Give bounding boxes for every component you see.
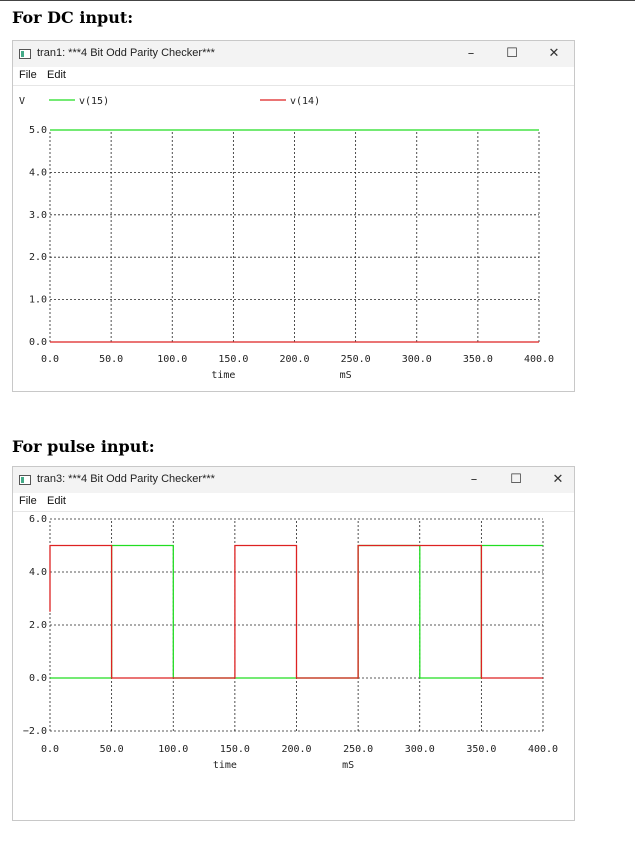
y-tick-label: 2.0: [29, 620, 47, 631]
plot-window-tran1: tran1: ***4 Bit Odd Parity Checker*** – …: [12, 40, 575, 392]
y-tick-label: 5.0: [29, 125, 47, 136]
x-tick-label: 300.0: [405, 744, 435, 755]
plot-window-tran3: tran3: ***4 Bit Odd Parity Checker*** – …: [12, 466, 575, 821]
y-tick-label: 4.0: [29, 167, 47, 178]
x-tick-label: 100.0: [158, 744, 188, 755]
menu-file[interactable]: File: [19, 495, 37, 507]
x-tick-label: 50.0: [99, 354, 123, 365]
y-tick-label: 6.0: [29, 514, 47, 525]
x-tick-label: 400.0: [524, 354, 554, 365]
title-bar[interactable]: tran3: ***4 Bit Odd Parity Checker*** – …: [13, 467, 574, 493]
legend-label: v(15): [79, 96, 109, 107]
x-tick-label: 400.0: [528, 744, 558, 755]
heading-pulse: For pulse input:: [12, 437, 155, 456]
y-axis-label: V: [19, 96, 25, 107]
x-axis-label: time: [213, 760, 237, 771]
y-tick-label: 2.0: [29, 252, 47, 263]
app-icon: [19, 475, 31, 485]
maximize-button[interactable]: ☐: [510, 472, 522, 487]
y-tick-label: 3.0: [29, 210, 47, 221]
top-rule: [0, 0, 635, 1]
menu-edit[interactable]: Edit: [47, 69, 66, 81]
x-tick-label: 250.0: [343, 744, 373, 755]
x-tick-label: 200.0: [279, 354, 309, 365]
menu-bar: File Edit: [13, 493, 574, 512]
maximize-button[interactable]: ☐: [506, 46, 518, 61]
x-tick-label: 300.0: [402, 354, 432, 365]
x-tick-label: 0.0: [41, 744, 59, 755]
x-tick-label: 50.0: [100, 744, 124, 755]
x-tick-label: 250.0: [341, 354, 371, 365]
x-tick-label: 350.0: [466, 744, 496, 755]
x-tick-label: 150.0: [220, 744, 250, 755]
minimize-button[interactable]: –: [470, 472, 478, 487]
window-title: tran1: ***4 Bit Odd Parity Checker***: [37, 47, 215, 59]
x-tick-label: 350.0: [463, 354, 493, 365]
series-line-v14: [49, 544, 543, 679]
y-tick-label: 0.0: [29, 337, 47, 348]
heading-dc: For DC input:: [12, 8, 134, 27]
title-bar[interactable]: tran1: ***4 Bit Odd Parity Checker*** – …: [13, 41, 574, 67]
minimize-button[interactable]: –: [467, 46, 475, 61]
y-tick-label: 0.0: [29, 673, 47, 684]
x-tick-label: 0.0: [41, 354, 59, 365]
window-title: tran3: ***4 Bit Odd Parity Checker***: [37, 473, 215, 485]
x-tick-label: 100.0: [157, 354, 187, 365]
plot-area: Vv(15)v(14)0.050.0100.0150.0200.0250.030…: [23, 514, 558, 771]
close-button[interactable]: ✕: [548, 46, 560, 61]
x-axis-unit: mS: [340, 370, 352, 381]
close-button[interactable]: ✕: [552, 472, 564, 487]
y-tick-label: 4.0: [29, 567, 47, 578]
x-axis-label: time: [211, 370, 235, 381]
menu-edit[interactable]: Edit: [47, 495, 66, 507]
x-tick-label: 200.0: [281, 744, 311, 755]
y-tick-label: 1.0: [29, 295, 47, 306]
menu-bar: File Edit: [13, 67, 574, 86]
x-axis-unit: mS: [342, 760, 354, 771]
app-icon: [19, 49, 31, 59]
y-tick-label: −2.0: [23, 726, 47, 737]
legend-label: v(14): [290, 96, 320, 107]
menu-file[interactable]: File: [19, 69, 37, 81]
x-tick-label: 150.0: [218, 354, 248, 365]
